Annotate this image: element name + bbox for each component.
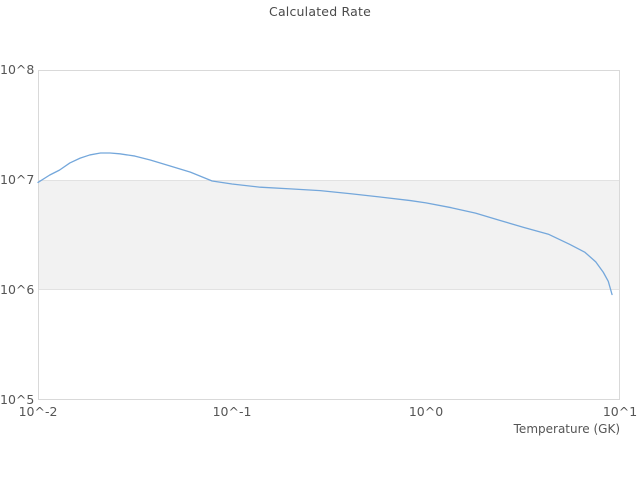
x-tick-label: 10^0 <box>408 404 444 419</box>
x-tick-label: 10^-2 <box>18 404 58 419</box>
y-tick-label: 10^6 <box>0 282 35 297</box>
plot-area <box>38 70 620 400</box>
x-tick-label: 10^1 <box>602 404 638 419</box>
y-tick-label: 10^7 <box>0 172 35 187</box>
x-tick-label: 10^-1 <box>212 404 252 419</box>
chart-title: Calculated Rate <box>269 4 371 19</box>
y-tick-label: 10^8 <box>0 62 35 77</box>
y-tick-label: 10^5 <box>0 392 35 407</box>
highlight-band <box>39 180 619 290</box>
x-axis-title: Temperature (GK) <box>513 422 620 436</box>
